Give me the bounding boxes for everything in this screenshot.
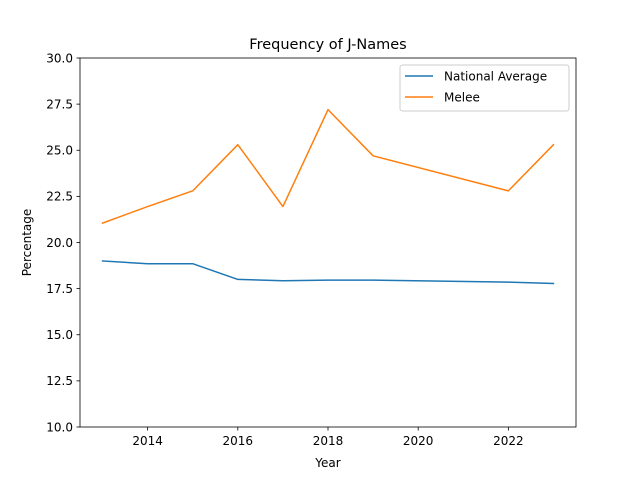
- data-point-national-average: [147, 263, 149, 265]
- x-tick-label: 2022: [493, 434, 524, 448]
- legend-label-national-average: National Average: [444, 69, 547, 83]
- y-tick-label: 20.0: [46, 236, 73, 250]
- y-tick-label: 22.5: [46, 190, 73, 204]
- data-point-melee: [508, 190, 510, 192]
- data-point-national-average: [282, 280, 284, 282]
- data-point-melee: [237, 144, 239, 146]
- plot-frame: [79, 57, 577, 428]
- y-tick-label: 27.5: [46, 97, 73, 111]
- data-point-national-average: [102, 260, 104, 262]
- data-point-melee: [282, 206, 284, 208]
- data-point-melee: [553, 144, 555, 146]
- x-axis-label: Year: [314, 456, 340, 470]
- y-tick-label: 25.0: [46, 144, 73, 158]
- data-point-national-average: [192, 263, 194, 265]
- chart-title: Frequency of J-Names: [249, 37, 406, 53]
- data-point-national-average: [327, 279, 329, 281]
- data-point-national-average: [237, 279, 239, 281]
- data-point-melee: [192, 190, 194, 192]
- x-tick-label: 2014: [132, 434, 163, 448]
- series-line-melee: [101, 108, 555, 225]
- series-line-national-average: [101, 260, 555, 285]
- x-tick-label: 2020: [403, 434, 434, 448]
- y-tick-label: 12.5: [46, 374, 73, 388]
- y-tick-label: 10.0: [46, 420, 73, 434]
- x-tick-label: 2018: [313, 434, 344, 448]
- plot-background: [80, 58, 576, 427]
- legend-label-melee: Melee: [444, 90, 480, 104]
- data-point-national-average: [372, 279, 374, 281]
- x-tick-label: 2016: [223, 434, 254, 448]
- y-tick-label: 15.0: [46, 328, 73, 342]
- data-point-melee: [147, 206, 149, 208]
- y-axis-label: Percentage: [20, 209, 34, 277]
- data-point-melee: [327, 109, 329, 111]
- legend: National Average Melee: [399, 64, 570, 112]
- y-tick-label: 17.5: [46, 282, 73, 296]
- plot-area: [80, 58, 576, 427]
- series-layer: [101, 108, 555, 285]
- axes-layer: 2014 2016 2018 2020 2022 10.0 12.5 15.0 17.5 20.0…: [46, 51, 577, 448]
- data-point-national-average: [508, 281, 510, 283]
- legend-box: [399, 64, 570, 112]
- data-point-melee: [102, 222, 104, 224]
- data-point-melee: [372, 155, 374, 157]
- data-point-national-average: [553, 283, 555, 285]
- y-tick-label: 30.0: [46, 51, 73, 65]
